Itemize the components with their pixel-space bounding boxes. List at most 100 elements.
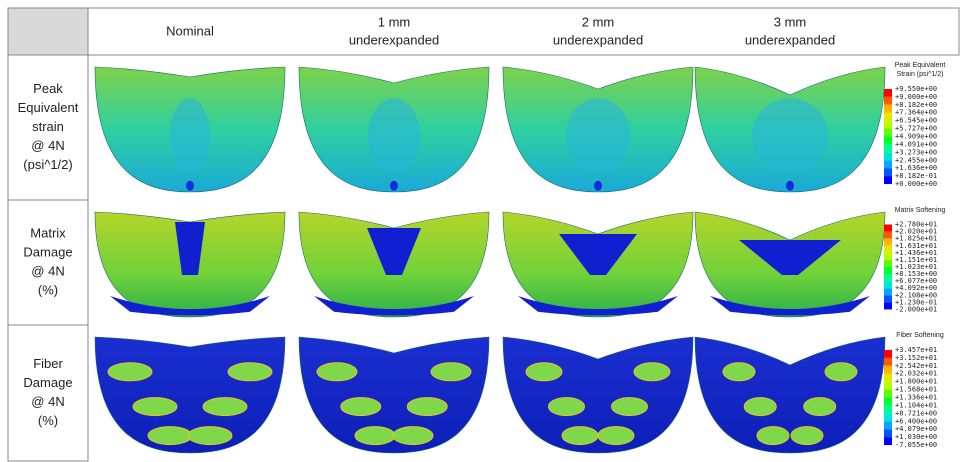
- row-header: Fiber: [33, 356, 63, 371]
- fiber-patch: [228, 363, 272, 381]
- colorbar-swatch: [884, 358, 892, 366]
- figure: Nominal1 mmunderexpanded2 mmunderexpande…: [0, 0, 960, 462]
- colorbar-label: +0.000e+00: [895, 180, 937, 188]
- column-header: Nominal: [166, 23, 214, 38]
- fiber-patch: [549, 398, 585, 416]
- column-header: underexpanded: [553, 32, 643, 47]
- colorbar-swatch: [884, 144, 892, 152]
- fiber-patch: [188, 427, 232, 445]
- colorbar-label: +9.000e+00: [895, 93, 937, 101]
- fiber-patch: [791, 427, 823, 445]
- strain-peak: [594, 181, 602, 191]
- colorbar-label: +1.030e+00: [895, 433, 937, 441]
- colorbar-swatch: [884, 129, 892, 137]
- colorbar-swatch: [884, 274, 892, 281]
- colorbar-label: +1.104e+01: [895, 401, 937, 409]
- colorbar-swatch: [884, 350, 892, 358]
- colorbar-label: +2.542e+01: [895, 362, 937, 370]
- row-header: Damage: [23, 244, 72, 259]
- strain-zone: [368, 98, 420, 173]
- column-header: underexpanded: [745, 32, 835, 47]
- fiber-patch: [723, 363, 755, 381]
- colorbar-swatch: [884, 160, 892, 168]
- colorbar-swatch: [884, 232, 892, 239]
- fiber-patch: [526, 363, 562, 381]
- fiber-patch: [562, 427, 598, 445]
- colorbar-swatch: [884, 137, 892, 145]
- colorbar-swatch: [884, 253, 892, 260]
- colorbar-swatch: [884, 225, 892, 232]
- fiber-patch: [804, 398, 836, 416]
- contour-plot: [95, 67, 285, 192]
- fiber-patch: [744, 398, 776, 416]
- colorbar-label: -2.000e+01: [895, 305, 937, 313]
- colorbar-swatch: [884, 113, 892, 121]
- colorbar-swatch: [884, 260, 892, 267]
- fiber-patch: [634, 363, 670, 381]
- colorbar-swatch: [884, 374, 892, 382]
- colorbar-swatch: [884, 366, 892, 374]
- colorbar-label: +8.182e-01: [895, 172, 937, 180]
- contour-plot: [695, 67, 885, 192]
- legend-title: Matrix Softening: [895, 207, 946, 214]
- colorbar-label: +1.568e+01: [895, 386, 937, 394]
- colorbar-label: -7.055e+00: [895, 441, 937, 449]
- colorbar-label: +8.182e+00: [895, 101, 937, 109]
- fiber-patch: [317, 363, 357, 381]
- row-header: @ 4N: [31, 394, 64, 409]
- fiber-patch: [407, 398, 447, 416]
- colorbar-swatch: [884, 437, 892, 445]
- fiber-patch: [598, 427, 634, 445]
- colorbar-swatch: [884, 267, 892, 274]
- colorbar-label: +2.455e+00: [895, 156, 937, 164]
- legend-title: Fiber Softening: [896, 332, 944, 339]
- colorbar-label: +4.091e+00: [895, 140, 937, 148]
- row-header: @ 4N: [31, 138, 64, 153]
- contour-plot: [503, 67, 693, 192]
- mesh-surface: [695, 337, 885, 453]
- fiber-patch: [393, 427, 433, 445]
- contour-plot: [695, 212, 885, 317]
- colorbar-swatch: [884, 246, 892, 253]
- row-header: (psi^1/2): [23, 157, 72, 172]
- colorbar-swatch: [884, 288, 892, 295]
- colorbar-swatch: [884, 176, 892, 184]
- colorbar-swatch: [884, 390, 892, 398]
- strain-peak: [390, 181, 398, 191]
- strain-peak: [786, 181, 794, 191]
- fiber-patch: [133, 398, 177, 416]
- strain-zone: [170, 98, 210, 173]
- contour-plot: [695, 337, 885, 453]
- contour-plot: [299, 212, 489, 317]
- colorbar-swatch: [884, 89, 892, 97]
- colorbar-label: +3.457e+01: [895, 346, 937, 354]
- contour-plot: [95, 212, 285, 317]
- contour-plot: [503, 212, 693, 317]
- fiber-patch: [431, 363, 471, 381]
- colorbar-label: +3.273e+00: [895, 148, 937, 156]
- colorbar-swatch: [884, 97, 892, 105]
- colorbar-label: +7.364e+00: [895, 109, 937, 117]
- contour-plot: [95, 337, 285, 453]
- colorbar-swatch: [884, 281, 892, 288]
- row-header: Matrix: [30, 225, 66, 240]
- row-header: Damage: [23, 375, 72, 390]
- colorbar-label: +2.032e+01: [895, 370, 937, 378]
- colorbar-label: +4.909e+00: [895, 133, 937, 141]
- fiber-patch: [825, 363, 857, 381]
- strain-zone: [566, 98, 630, 173]
- legend-title: Strain (psi^1/2): [897, 71, 944, 78]
- row-header: Peak: [33, 81, 63, 96]
- column-header: underexpanded: [349, 32, 439, 47]
- row-header: strain: [32, 119, 64, 134]
- colorbar-swatch: [884, 295, 892, 302]
- row-header: Equivalent: [18, 100, 79, 115]
- colorbar-swatch: [884, 152, 892, 160]
- colorbar-swatch: [884, 421, 892, 429]
- column-header: 3 mm: [774, 14, 807, 29]
- colorbar-swatch: [884, 429, 892, 437]
- row-header: @ 4N: [31, 263, 64, 278]
- legend-title: Peak Equivalent: [895, 62, 946, 69]
- column-header: 1 mm: [378, 14, 411, 29]
- strain-peak: [186, 181, 194, 191]
